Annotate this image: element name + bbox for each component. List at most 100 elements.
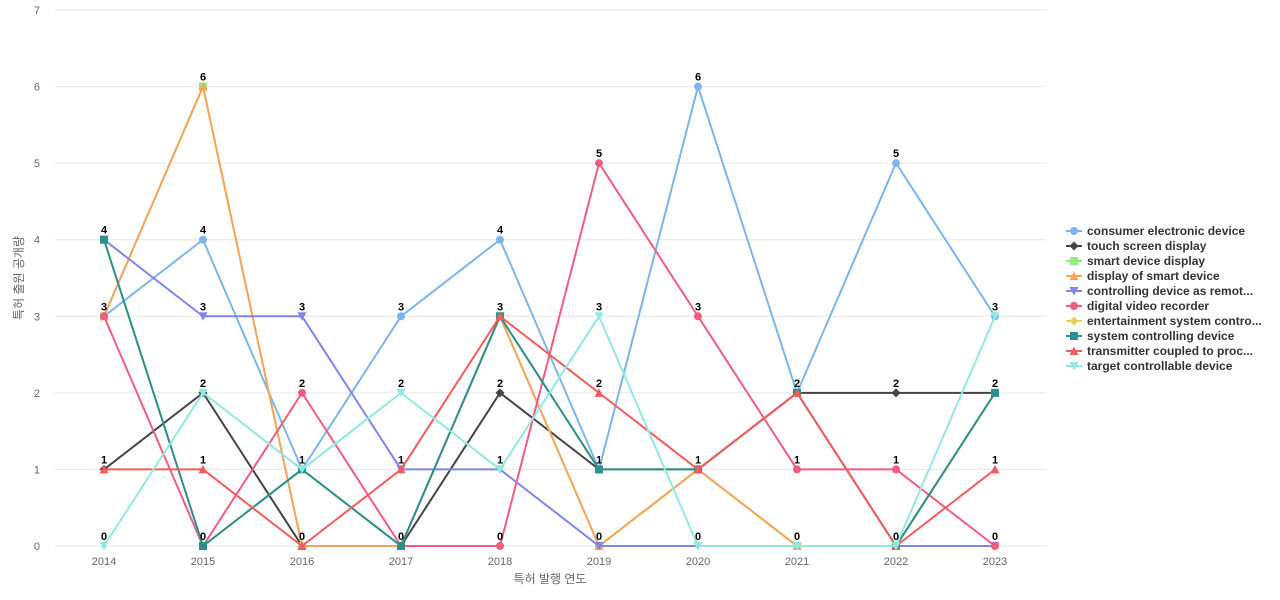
x-tick-label: 2019: [587, 556, 611, 568]
data-point-transmitter-coupled-to-proc-2014[interactable]: [99, 464, 109, 474]
y-tick-label: 6: [34, 82, 40, 94]
data-point-transmitter-coupled-to-proc-2016[interactable]: [297, 541, 307, 551]
x-axis-title: 특허 발행 연도: [514, 571, 587, 586]
series-consumer-electronic-device: [100, 82, 999, 474]
data-point-system-controlling-device-2015[interactable]: [199, 542, 207, 550]
data-point-target-controllable-device-2020[interactable]: [693, 542, 703, 551]
legend-item-display-of-smart-device[interactable]: display of smart device: [1066, 269, 1220, 283]
data-point-display-of-smart-device-2015[interactable]: [198, 82, 208, 91]
legend-item-system-controlling-device[interactable]: system controlling device: [1066, 329, 1235, 343]
legend-label-smart-device-display: smart device display: [1087, 254, 1205, 268]
data-label-2023-0: 0: [992, 531, 998, 543]
y-tick-label: 1: [34, 464, 40, 476]
data-point-touch-screen-display-2022[interactable]: [891, 388, 901, 398]
data-point-digital-video-recorder-2020[interactable]: [694, 312, 702, 321]
data-point-consumer-electronic-device-2022[interactable]: [892, 159, 900, 168]
data-point-consumer-electronic-device-2017[interactable]: [397, 312, 405, 321]
data-point-consumer-electronic-device-2015[interactable]: [199, 235, 207, 244]
data-label-2021-2: 2: [794, 378, 800, 390]
data-point-transmitter-coupled-to-proc-2018[interactable]: [495, 311, 505, 321]
data-point-system-controlling-device-2019[interactable]: [595, 465, 603, 474]
data-label-2019-1: 1: [596, 454, 602, 466]
series-line-target-controllable-device: [103, 314, 996, 547]
legend-item-digital-video-recorder[interactable]: digital video recorder: [1066, 299, 1209, 313]
data-point-target-controllable-device-2018[interactable]: [495, 465, 505, 474]
data-point-digital-video-recorder-2022[interactable]: [892, 465, 900, 474]
data-point-digital-video-recorder-2016[interactable]: [298, 388, 306, 397]
legend-marker-consumer-electronic-device: [1070, 227, 1078, 235]
series-group: [99, 82, 1000, 551]
data-point-controlling-device-as-remot-2016[interactable]: [297, 312, 307, 321]
data-label-2015-3: 3: [200, 301, 206, 313]
legend-item-smart-device-display[interactable]: smart device display: [1066, 254, 1205, 268]
data-point-system-controlling-device-2023[interactable]: [991, 388, 999, 397]
data-point-controlling-device-as-remot-2015[interactable]: [198, 312, 208, 321]
data-point-digital-video-recorder-2021[interactable]: [793, 465, 801, 474]
data-label-2019-5: 5: [596, 148, 602, 160]
data-label-2014-0: 0: [101, 531, 107, 543]
x-tick-label: 2017: [389, 556, 413, 568]
data-point-controlling-device-as-remot-2019[interactable]: [594, 542, 604, 551]
legend-item-consumer-electronic-device[interactable]: consumer electronic device: [1066, 224, 1245, 238]
data-point-system-controlling-device-2017[interactable]: [397, 542, 405, 550]
legend-marker-transmitter-coupled-to-proc: [1069, 346, 1079, 355]
legend-item-target-controllable-device[interactable]: target controllable device: [1066, 359, 1233, 373]
data-point-touch-screen-display-2018[interactable]: [495, 388, 505, 398]
legend-label-entertainment-system-contro: entertainment system contro...: [1087, 314, 1262, 328]
x-tick-label: 2018: [488, 556, 512, 568]
legend-marker-display-of-smart-device: [1069, 271, 1079, 280]
data-point-system-controlling-device-2014[interactable]: [100, 235, 108, 244]
data-point-transmitter-coupled-to-proc-2017[interactable]: [396, 464, 406, 474]
data-label-2016-0: 0: [299, 531, 305, 543]
legend-label-system-controlling-device: system controlling device: [1087, 329, 1235, 343]
legend-item-controlling-device-as-remot[interactable]: controlling device as remot...: [1066, 284, 1253, 298]
legend-marker-entertainment-system-contro: [1069, 316, 1079, 326]
legend-label-display-of-smart-device: display of smart device: [1087, 269, 1220, 283]
data-label-2021-1: 1: [794, 454, 800, 466]
data-point-target-controllable-device-2015[interactable]: [198, 388, 208, 398]
data-point-digital-video-recorder-2019[interactable]: [595, 159, 603, 168]
x-tick-label: 2022: [884, 556, 908, 568]
data-point-digital-video-recorder-2023[interactable]: [991, 542, 999, 550]
y-axis-title: 특허 출원 공개량: [12, 236, 26, 320]
y-tick-label: 4: [34, 235, 40, 247]
data-point-target-controllable-device-2023[interactable]: [990, 312, 1000, 321]
data-point-digital-video-recorder-2014[interactable]: [100, 312, 108, 321]
legend-marker-smart-device-display: [1070, 257, 1078, 265]
data-label-2022-2: 2: [893, 378, 899, 390]
data-point-consumer-electronic-device-2020[interactable]: [694, 82, 702, 91]
x-tick-label: 2016: [290, 556, 314, 568]
data-point-target-controllable-device-2016[interactable]: [297, 465, 307, 474]
data-point-transmitter-coupled-to-proc-2020[interactable]: [693, 464, 703, 474]
legend-marker-touch-screen-display: [1069, 241, 1079, 251]
data-point-target-controllable-device-2019[interactable]: [594, 312, 604, 321]
data-point-target-controllable-device-2021[interactable]: [792, 542, 802, 551]
y-axis-ticks: 0 1 2 3 4 5 6 7: [34, 5, 40, 553]
data-label-2022-1: 1: [893, 454, 899, 466]
data-point-transmitter-coupled-to-proc-2021[interactable]: [792, 388, 802, 397]
legend-marker-system-controlling-device: [1070, 332, 1078, 340]
data-label-2015-1: 1: [200, 454, 206, 466]
series-line-consumer-electronic-device: [103, 82, 996, 473]
data-label-2018-3: 3: [497, 301, 503, 313]
data-point-transmitter-coupled-to-proc-2015[interactable]: [198, 464, 208, 474]
data-label-2014-1: 1: [101, 454, 107, 466]
legend-item-touch-screen-display[interactable]: touch screen display: [1066, 239, 1207, 253]
data-point-target-controllable-device-2022[interactable]: [891, 542, 901, 551]
data-point-target-controllable-device-2017[interactable]: [396, 388, 406, 398]
data-label-2018-4: 4: [497, 225, 504, 237]
data-point-consumer-electronic-device-2018[interactable]: [496, 235, 504, 244]
legend-item-entertainment-system-contro[interactable]: entertainment system contro...: [1066, 314, 1262, 328]
data-label-2018-0: 0: [497, 531, 503, 543]
legend-item-transmitter-coupled-to-proc[interactable]: transmitter coupled to proc...: [1066, 344, 1253, 358]
data-point-target-controllable-device-2014[interactable]: [99, 542, 109, 551]
data-label-2023-1: 1: [992, 454, 998, 466]
data-label-2015-0: 0: [200, 531, 206, 543]
data-point-transmitter-coupled-to-proc-2019[interactable]: [594, 388, 604, 397]
data-point-transmitter-coupled-to-proc-2023[interactable]: [990, 464, 1000, 474]
data-label-2023-3: 3: [992, 301, 998, 313]
data-point-digital-video-recorder-2018[interactable]: [496, 542, 504, 550]
